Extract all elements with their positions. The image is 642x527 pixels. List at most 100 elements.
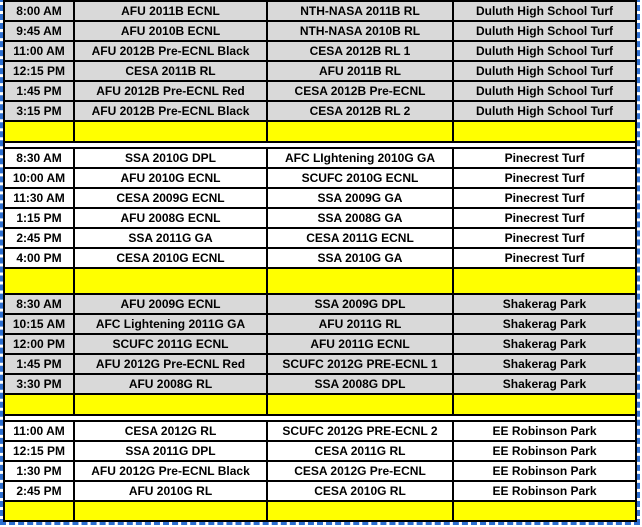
- away-team-cell[interactable]: CESA 2011G RL: [268, 442, 454, 460]
- away-team-cell[interactable]: CESA 2012G Pre-ECNL: [268, 462, 454, 480]
- home-team-cell[interactable]: SSA 2011G GA: [75, 229, 268, 247]
- home-team-cell[interactable]: AFU 2012B Pre-ECNL Red: [75, 82, 268, 100]
- home-team-cell[interactable]: CESA 2011B RL: [75, 62, 268, 80]
- venue-cell[interactable]: Shakerag Park: [454, 375, 635, 393]
- away-team-cell[interactable]: AFU 2011B RL: [268, 62, 454, 80]
- time-cell[interactable]: 10:15 AM: [5, 315, 75, 333]
- venue-cell[interactable]: Pinecrest Turf: [454, 209, 635, 227]
- home-team-cell[interactable]: CESA 2009G ECNL: [75, 189, 268, 207]
- away-team-cell[interactable]: AFU 2011G RL: [268, 315, 454, 333]
- empty-cell[interactable]: [268, 502, 454, 520]
- away-team-cell[interactable]: SSA 2008G DPL: [268, 375, 454, 393]
- away-team-cell[interactable]: SCUFC 2010G ECNL: [268, 169, 454, 187]
- empty-cell[interactable]: [454, 122, 635, 141]
- home-team-cell[interactable]: AFU 2012B Pre-ECNL Black: [75, 42, 268, 60]
- venue-cell[interactable]: Shakerag Park: [454, 295, 635, 313]
- time-cell[interactable]: 12:15 PM: [5, 442, 75, 460]
- venue-cell[interactable]: Duluth High School Turf: [454, 2, 635, 20]
- away-team-cell[interactable]: CESA 2012B RL 1: [268, 42, 454, 60]
- time-cell[interactable]: 11:00 AM: [5, 42, 75, 60]
- time-cell[interactable]: 8:00 AM: [5, 2, 75, 20]
- home-team-cell[interactable]: AFU 2012B Pre-ECNL Black: [75, 102, 268, 120]
- time-cell[interactable]: 1:45 PM: [5, 355, 75, 373]
- empty-cell[interactable]: [5, 122, 75, 141]
- empty-cell[interactable]: [75, 269, 268, 293]
- empty-cell[interactable]: [268, 269, 454, 293]
- time-cell[interactable]: 4:00 PM: [5, 249, 75, 267]
- time-cell[interactable]: 12:15 PM: [5, 62, 75, 80]
- time-cell[interactable]: 9:45 AM: [5, 22, 75, 40]
- time-cell[interactable]: 8:30 AM: [5, 295, 75, 313]
- empty-cell[interactable]: [5, 395, 75, 414]
- time-cell[interactable]: 11:30 AM: [5, 189, 75, 207]
- venue-cell[interactable]: Pinecrest Turf: [454, 149, 635, 167]
- time-cell[interactable]: 2:45 PM: [5, 482, 75, 500]
- venue-cell[interactable]: Duluth High School Turf: [454, 102, 635, 120]
- venue-cell[interactable]: Pinecrest Turf: [454, 169, 635, 187]
- time-cell[interactable]: 12:00 PM: [5, 335, 75, 353]
- away-team-cell[interactable]: AFU 2011G ECNL: [268, 335, 454, 353]
- home-team-cell[interactable]: AFC Lightening 2011G GA: [75, 315, 268, 333]
- empty-cell[interactable]: [454, 502, 635, 520]
- empty-cell[interactable]: [268, 395, 454, 414]
- empty-cell[interactable]: [5, 502, 75, 520]
- time-cell[interactable]: 10:00 AM: [5, 169, 75, 187]
- home-team-cell[interactable]: AFU 2009G ECNL: [75, 295, 268, 313]
- home-team-cell[interactable]: AFU 2008G RL: [75, 375, 268, 393]
- home-team-cell[interactable]: AFU 2010G RL: [75, 482, 268, 500]
- empty-cell[interactable]: [454, 269, 635, 293]
- time-cell[interactable]: 2:45 PM: [5, 229, 75, 247]
- time-cell[interactable]: 1:15 PM: [5, 209, 75, 227]
- time-cell[interactable]: 3:30 PM: [5, 375, 75, 393]
- home-team-cell[interactable]: SCUFC 2011G ECNL: [75, 335, 268, 353]
- empty-cell[interactable]: [75, 502, 268, 520]
- home-team-cell[interactable]: AFU 2010G ECNL: [75, 169, 268, 187]
- home-team-cell[interactable]: AFU 2010B ECNL: [75, 22, 268, 40]
- home-team-cell[interactable]: AFU 2008G ECNL: [75, 209, 268, 227]
- venue-cell[interactable]: EE Robinson Park: [454, 462, 635, 480]
- empty-cell[interactable]: [454, 395, 635, 414]
- away-team-cell[interactable]: SSA 2009G DPL: [268, 295, 454, 313]
- venue-cell[interactable]: Shakerag Park: [454, 335, 635, 353]
- empty-cell[interactable]: [75, 122, 268, 141]
- venue-cell[interactable]: Shakerag Park: [454, 315, 635, 333]
- away-team-cell[interactable]: CESA 2012B RL 2: [268, 102, 454, 120]
- away-team-cell[interactable]: NTH-NASA 2010B RL: [268, 22, 454, 40]
- home-team-cell[interactable]: CESA 2012G RL: [75, 422, 268, 440]
- away-team-cell[interactable]: SSA 2008G GA: [268, 209, 454, 227]
- time-cell[interactable]: 1:45 PM: [5, 82, 75, 100]
- away-team-cell[interactable]: SSA 2010G GA: [268, 249, 454, 267]
- venue-cell[interactable]: Duluth High School Turf: [454, 42, 635, 60]
- venue-cell[interactable]: Pinecrest Turf: [454, 249, 635, 267]
- away-team-cell[interactable]: SCUFC 2012G PRE-ECNL 1: [268, 355, 454, 373]
- venue-cell[interactable]: EE Robinson Park: [454, 442, 635, 460]
- venue-cell[interactable]: Pinecrest Turf: [454, 229, 635, 247]
- time-cell[interactable]: 11:00 AM: [5, 422, 75, 440]
- time-cell[interactable]: 3:15 PM: [5, 102, 75, 120]
- away-team-cell[interactable]: NTH-NASA 2011B RL: [268, 2, 454, 20]
- away-team-cell[interactable]: AFC LIghtening 2010G GA: [268, 149, 454, 167]
- home-team-cell[interactable]: AFU 2011B ECNL: [75, 2, 268, 20]
- venue-cell[interactable]: EE Robinson Park: [454, 422, 635, 440]
- home-team-cell[interactable]: SSA 2011G DPL: [75, 442, 268, 460]
- home-team-cell[interactable]: CESA 2010G ECNL: [75, 249, 268, 267]
- home-team-cell[interactable]: SSA 2010G DPL: [75, 149, 268, 167]
- away-team-cell[interactable]: CESA 2010G RL: [268, 482, 454, 500]
- venue-cell[interactable]: Shakerag Park: [454, 355, 635, 373]
- away-team-cell[interactable]: SSA 2009G GA: [268, 189, 454, 207]
- venue-cell[interactable]: EE Robinson Park: [454, 482, 635, 500]
- home-team-cell[interactable]: AFU 2012G Pre-ECNL Black: [75, 462, 268, 480]
- home-team-cell[interactable]: AFU 2012G Pre-ECNL Red: [75, 355, 268, 373]
- away-team-cell[interactable]: SCUFC 2012G PRE-ECNL 2: [268, 422, 454, 440]
- venue-cell[interactable]: Duluth High School Turf: [454, 82, 635, 100]
- away-team-cell[interactable]: CESA 2012B Pre-ECNL: [268, 82, 454, 100]
- away-team-cell[interactable]: CESA 2011G ECNL: [268, 229, 454, 247]
- empty-cell[interactable]: [5, 269, 75, 293]
- empty-cell[interactable]: [268, 122, 454, 141]
- venue-cell[interactable]: Duluth High School Turf: [454, 62, 635, 80]
- venue-cell[interactable]: Duluth High School Turf: [454, 22, 635, 40]
- venue-cell[interactable]: Pinecrest Turf: [454, 189, 635, 207]
- time-cell[interactable]: 1:30 PM: [5, 462, 75, 480]
- time-cell[interactable]: 8:30 AM: [5, 149, 75, 167]
- empty-cell[interactable]: [75, 395, 268, 414]
